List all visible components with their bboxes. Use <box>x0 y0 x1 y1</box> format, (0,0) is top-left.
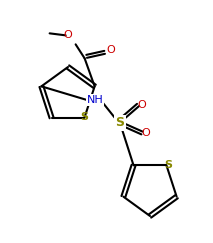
Text: S: S <box>115 116 125 130</box>
Text: NH: NH <box>87 95 103 105</box>
Text: O: O <box>63 30 72 40</box>
Text: S: S <box>81 112 88 122</box>
Text: O: O <box>142 128 150 138</box>
Text: S: S <box>164 160 173 170</box>
Text: O: O <box>106 45 115 55</box>
Text: O: O <box>138 100 146 110</box>
